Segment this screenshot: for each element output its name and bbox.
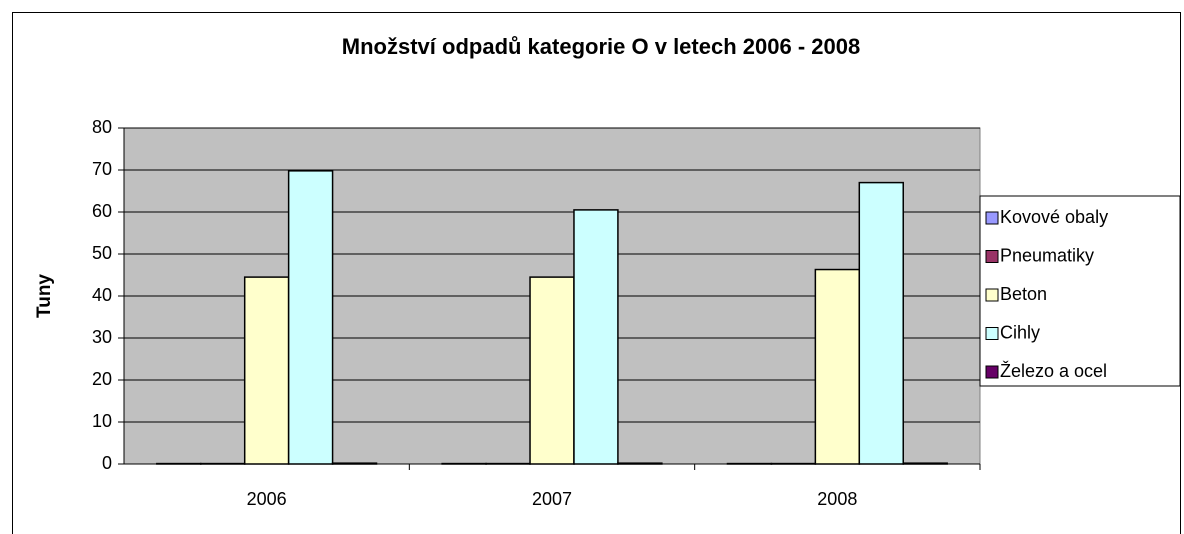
y-tick-label: 60 [92, 201, 112, 221]
y-tick-label: 30 [92, 327, 112, 347]
x-tick-label: 2007 [532, 489, 572, 509]
legend-swatch [985, 288, 999, 302]
legend-label: Beton [1000, 284, 1047, 304]
legend-swatch [985, 365, 999, 379]
x-tick-label: 2008 [817, 489, 857, 509]
legend-swatch [985, 250, 999, 263]
y-tick-label: 20 [92, 369, 112, 389]
y-tick-label: 70 [92, 159, 112, 179]
bar [573, 209, 619, 465]
legend [979, 195, 1181, 387]
y-tick-label: 50 [92, 243, 112, 263]
y-tick-label: 0 [102, 453, 112, 473]
y-tick-label: 10 [92, 411, 112, 431]
y-tick-label: 80 [92, 117, 112, 137]
bar [814, 268, 861, 465]
x-tick-label: 2006 [247, 489, 287, 509]
bar [858, 181, 904, 465]
legend-label: Kovové obaly [1000, 207, 1108, 227]
legend-label: Železo a ocel [1000, 361, 1107, 381]
chart-title: Množství odpadů kategorie O v letech 200… [342, 34, 860, 59]
bar [243, 276, 290, 465]
bar [287, 170, 334, 465]
legend-label: Pneumatiky [1000, 245, 1094, 265]
legend-label: Cihly [1000, 322, 1040, 342]
y-tick-label: 40 [92, 285, 112, 305]
y-axis-title: Tuny [34, 274, 55, 318]
legend-swatch [985, 211, 999, 225]
legend-swatch [985, 327, 999, 340]
bar [529, 276, 575, 465]
